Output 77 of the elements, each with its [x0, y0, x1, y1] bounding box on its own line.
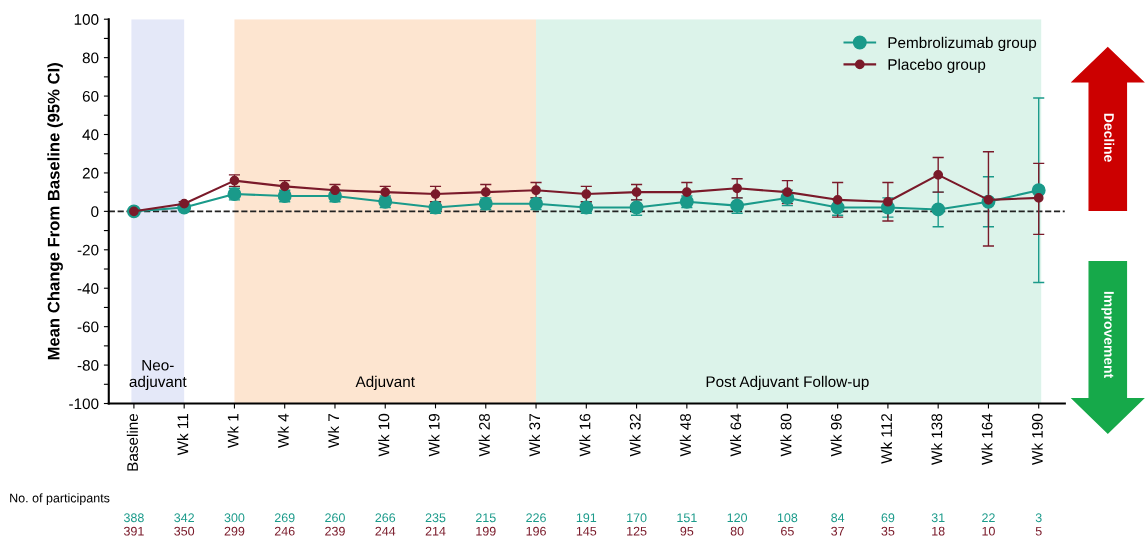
text: 215 [475, 513, 496, 523]
legend-label: Pembrolizumab group [888, 36, 1037, 52]
band-label: Neo- adjuvant [129, 359, 187, 391]
text: 10 [982, 526, 995, 536]
x-tick-label: Wk 112 [880, 414, 892, 464]
y-tick-label: -60 [77, 321, 99, 333]
x-tick-label: Wk 164 [981, 413, 993, 465]
x-tick-label: Baseline [126, 413, 139, 471]
band-label: Post Adjuvant Follow-up [706, 375, 869, 391]
x-tick-label: Wk 1 [227, 413, 239, 448]
y-tick-label: 0 [91, 206, 99, 218]
text: 22 [982, 513, 995, 523]
text: 260 [325, 513, 345, 523]
text: 95 [680, 526, 694, 536]
text: 3 [1035, 513, 1042, 523]
text: No. of participants [10, 493, 110, 505]
x-tick-label: Wk 16 [579, 413, 591, 457]
text: 391 [123, 526, 144, 536]
text: 299 [224, 526, 245, 536]
text: 31 [931, 513, 945, 523]
text: 388 [123, 513, 144, 523]
text: 151 [677, 513, 697, 523]
text: 300 [224, 513, 245, 523]
x-tick-label: Wk 19 [428, 413, 440, 457]
text: 37 [831, 526, 844, 536]
y-tick-label: -40 [77, 283, 99, 294]
text: 266 [375, 513, 396, 523]
text: 84 [831, 513, 845, 523]
text: 350 [174, 526, 195, 536]
y-tick-label: 100 [74, 14, 99, 25]
x-tick-label: Wk 48 [679, 413, 691, 457]
x-tick-label: Wk 64 [729, 413, 742, 457]
text: 145 [576, 526, 597, 536]
text: 35 [881, 526, 895, 536]
text: 239 [325, 526, 345, 536]
y-axis-title: Mean Change From Baseline (95% CI) [47, 63, 63, 360]
x-tick-label: Wk 32 [629, 414, 641, 457]
text: 108 [777, 513, 798, 523]
y-tick-label: 40 [82, 129, 99, 141]
x-tick-label: Wk 11 [177, 413, 189, 456]
text: 235 [425, 513, 446, 523]
text: 246 [274, 526, 295, 536]
band-label: Adjuvant [355, 375, 415, 391]
x-tick-label: Wk 37 [528, 414, 541, 457]
text: 120 [727, 513, 748, 523]
y-tick-label: 80 [82, 52, 99, 64]
y-tick-label: -80 [77, 359, 99, 371]
text: 170 [627, 513, 647, 523]
text: 65 [781, 526, 794, 536]
text: 269 [274, 513, 295, 523]
y-tick-label: 20 [82, 167, 99, 179]
text: 342 [174, 513, 194, 523]
text: Decline [1104, 113, 1115, 162]
text: 18 [932, 526, 945, 536]
text: 244 [375, 526, 396, 536]
x-tick-label: Wk 10 [378, 413, 390, 457]
text: 5 [1035, 526, 1042, 536]
x-tick-label: Wk 7 [327, 414, 339, 448]
text: 191 [576, 513, 597, 523]
y-tick-label: 60 [82, 90, 99, 102]
y-tick-label: -100 [69, 398, 99, 410]
legend-label: Placebo group [888, 58, 986, 73]
text: 80 [730, 526, 744, 536]
text: Improvement [1101, 291, 1114, 378]
text: 226 [526, 513, 546, 523]
x-tick-label: Wk 96 [830, 413, 842, 457]
text: 125 [627, 526, 647, 536]
text: 214 [425, 526, 446, 536]
x-tick-label: Wk 4 [277, 413, 289, 448]
y-tick-label: -20 [77, 244, 99, 256]
x-tick-label: Wk 138 [931, 413, 943, 465]
x-tick-label: Wk 28 [478, 413, 490, 457]
text: 69 [881, 513, 895, 523]
x-tick-label: Wk 80 [780, 413, 792, 457]
text: 196 [526, 526, 546, 536]
text: 199 [476, 526, 496, 536]
x-tick-label: Wk 190 [1031, 413, 1043, 465]
